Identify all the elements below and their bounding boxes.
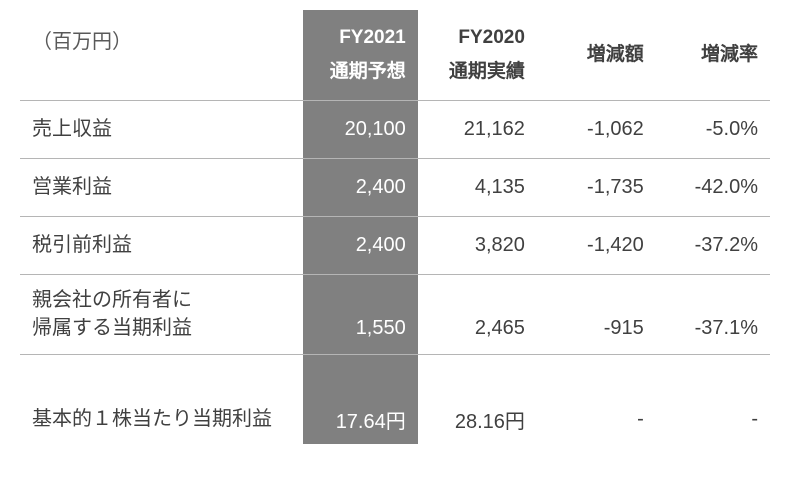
table-row: 親会社の所有者に帰属する当期利益 1,550 2,465 -915 -37.1%: [20, 274, 770, 354]
table-row: 営業利益 2,400 4,135 -1,735 -42.0%: [20, 158, 770, 216]
header-diff-rate: 増減率: [656, 10, 770, 100]
row-label: 営業利益: [20, 158, 303, 216]
table-row: 売上収益 20,100 21,162 -1,062 -5.0%: [20, 100, 770, 158]
cell-rate: -: [656, 394, 770, 444]
eps-row: 基本的１株当たり当期利益 17.64円 28.16円 - -: [20, 394, 770, 444]
cell-fy2021: 2,400: [303, 216, 417, 274]
cell-fy2021: 2,400: [303, 158, 417, 216]
cell-fy2021: 20,100: [303, 100, 417, 158]
cell-rate: -5.0%: [656, 100, 770, 158]
cell-diff: -1,420: [537, 216, 656, 274]
unit-label: （百万円）: [20, 10, 303, 100]
cell-fy2020: 21,162: [418, 100, 537, 158]
cell-diff: -915: [537, 274, 656, 354]
header-row: （百万円） FY2021通期予想 FY2020通期実績 増減額 増減率: [20, 10, 770, 100]
cell-fy2021: 17.64円: [303, 394, 417, 444]
cell-fy2020: 3,820: [418, 216, 537, 274]
financial-table: （百万円） FY2021通期予想 FY2020通期実績 増減額 増減率 売上収益…: [20, 10, 770, 444]
row-label: 親会社の所有者に帰属する当期利益: [20, 274, 303, 354]
cell-fy2021: 1,550: [303, 274, 417, 354]
table-body: 売上収益 20,100 21,162 -1,062 -5.0% 営業利益 2,4…: [20, 100, 770, 444]
spacer-row: [20, 354, 770, 394]
table-row: 税引前利益 2,400 3,820 -1,420 -37.2%: [20, 216, 770, 274]
header-fy2021: FY2021通期予想: [303, 10, 417, 100]
cell-diff: -: [537, 394, 656, 444]
cell-fy2020: 2,465: [418, 274, 537, 354]
row-label: 基本的１株当たり当期利益: [20, 394, 303, 444]
cell-rate: -42.0%: [656, 158, 770, 216]
cell-rate: -37.1%: [656, 274, 770, 354]
cell-diff: -1,062: [537, 100, 656, 158]
header-diff-amount: 増減額: [537, 10, 656, 100]
row-label: 売上収益: [20, 100, 303, 158]
row-label: 税引前利益: [20, 216, 303, 274]
cell-diff: -1,735: [537, 158, 656, 216]
cell-fy2020: 4,135: [418, 158, 537, 216]
cell-fy2020: 28.16円: [418, 394, 537, 444]
cell-rate: -37.2%: [656, 216, 770, 274]
header-fy2020: FY2020通期実績: [418, 10, 537, 100]
